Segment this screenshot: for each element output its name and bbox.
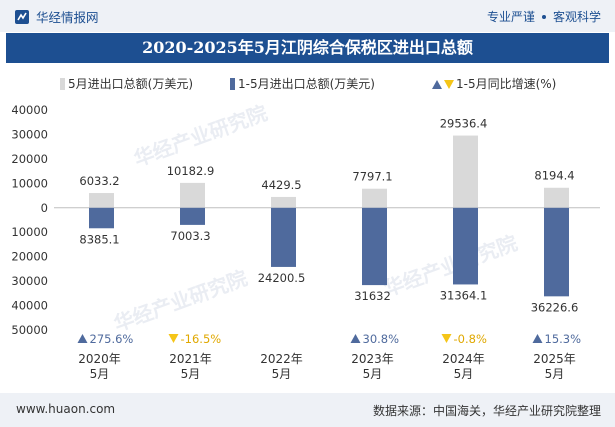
x-tick-label-line: 5月	[90, 367, 110, 381]
y-tick-label: 40000	[11, 103, 48, 117]
x-tick-label-line: 2021年	[169, 352, 212, 366]
legend-may-swatch	[60, 78, 65, 90]
growth-value-label: 275.6%	[90, 332, 134, 346]
bar-may-value-label: 29536.4	[440, 117, 488, 131]
tagline-left: 专业严谨	[486, 10, 535, 24]
x-tick-label: 2021年 5月	[169, 352, 212, 381]
top-bar: 华经情报网 专业严谨 客观科学	[0, 0, 615, 32]
tagline-right: 客观科学	[552, 10, 601, 24]
bar-may	[180, 182, 205, 208]
tagline-dot-icon	[541, 14, 546, 19]
x-tick-label-line: 2022年	[260, 352, 303, 366]
x-tick-label: 2024年 5月	[442, 352, 485, 381]
tagline: 专业严谨 客观科学	[487, 8, 601, 25]
growth-up-icon	[350, 334, 361, 343]
growth-value-label: -0.8%	[454, 332, 487, 346]
bar-may	[544, 187, 569, 208]
x-tick-label-line: 5月	[454, 367, 474, 381]
bar-may	[362, 188, 387, 208]
y-tick-label: 10000	[11, 225, 48, 239]
growth-value-label: 30.8%	[363, 332, 400, 346]
footer-site[interactable]: www.huaon.com	[16, 402, 116, 416]
bar-cumulative-value-label: 7003.3	[170, 229, 210, 243]
bar-may-value-label: 10182.9	[167, 164, 215, 178]
bar-cumulative	[180, 207, 205, 225]
bar-cumulative	[453, 207, 478, 285]
growth-value-label: 15.3%	[545, 332, 582, 346]
bar-may-value-label: 6033.2	[79, 174, 119, 188]
legend-growth-up-icon	[432, 80, 442, 89]
x-tick-label: 2023年 5月	[351, 352, 394, 381]
y-tick-label: 0	[41, 201, 48, 215]
footer: www.huaon.com 数据来源：中国海关，华经产业研究院整理	[0, 393, 615, 427]
x-tick-label: 2022年 5月	[260, 352, 303, 381]
growth-down-icon	[441, 334, 452, 343]
brand-name: 华经情报网	[36, 10, 99, 25]
y-tick-label: 50000	[11, 323, 48, 337]
legend-growth-down-icon	[444, 80, 454, 89]
x-tick-label: 2025年 5月	[533, 352, 576, 381]
legend-cumulative-label: 1-5月进出口总额(万美元)	[238, 77, 375, 91]
y-tick-label: 20000	[11, 152, 48, 166]
growth-up-icon	[532, 334, 543, 343]
y-tick-label: 30000	[11, 127, 48, 141]
bar-cumulative	[362, 207, 387, 286]
legend-cumulative-swatch	[230, 78, 235, 90]
bar-cumulative	[89, 207, 114, 229]
bar-cumulative-value-label: 31364.1	[440, 288, 488, 302]
bar-cumulative	[271, 207, 296, 267]
x-tick-label-line: 5月	[272, 367, 292, 381]
bar-may-value-label: 8194.4	[534, 169, 574, 183]
x-tick-label: 2020年 5月	[78, 352, 121, 381]
growth-up-icon	[77, 334, 88, 343]
bar-cumulative	[544, 207, 569, 297]
y-tick-label: 40000	[11, 299, 48, 313]
x-tick-label-line: 5月	[363, 367, 383, 381]
bar-may	[453, 135, 478, 208]
legend-may-label: 5月进出口总额(万美元)	[68, 77, 193, 91]
bar-cumulative-value-label: 31632	[354, 289, 391, 303]
bar-cumulative-value-label: 36226.6	[531, 300, 579, 314]
y-tick-label: 30000	[11, 274, 48, 288]
x-tick-label-line: 2025年	[533, 352, 576, 366]
chart-title: 2020-2025年5月江阴综合保税区进出口总额	[6, 33, 609, 63]
bar-may-value-label: 7797.1	[352, 170, 392, 184]
x-tick-label-line: 2020年	[78, 352, 121, 366]
brand-logo-icon	[15, 9, 29, 24]
bar-chart: 5月进出口总额(万美元) 1-5月进出口总额(万美元) 1-5月同比增速(%) 400…	[11, 77, 600, 381]
growth-down-icon	[168, 334, 179, 343]
legend-growth-label: 1-5月同比增速(%)	[456, 77, 556, 91]
x-tick-label-line: 2024年	[442, 352, 485, 366]
y-tick-label: 20000	[11, 250, 48, 264]
bar-may-value-label: 4429.5	[261, 178, 301, 192]
bar-may	[271, 196, 296, 208]
bar-may	[89, 193, 114, 208]
y-tick-label: 10000	[11, 176, 48, 190]
brand[interactable]: 华经情报网	[14, 7, 99, 26]
bar-cumulative-value-label: 24200.5	[258, 271, 306, 285]
x-tick-label-line: 2023年	[351, 352, 394, 366]
x-tick-label-line: 5月	[545, 367, 565, 381]
growth-value-label: -16.5%	[181, 332, 222, 346]
x-tick-label-line: 5月	[181, 367, 201, 381]
bar-cumulative-value-label: 8385.1	[79, 232, 119, 246]
footer-source: 数据来源：中国海关，华经产业研究院整理	[372, 404, 601, 418]
